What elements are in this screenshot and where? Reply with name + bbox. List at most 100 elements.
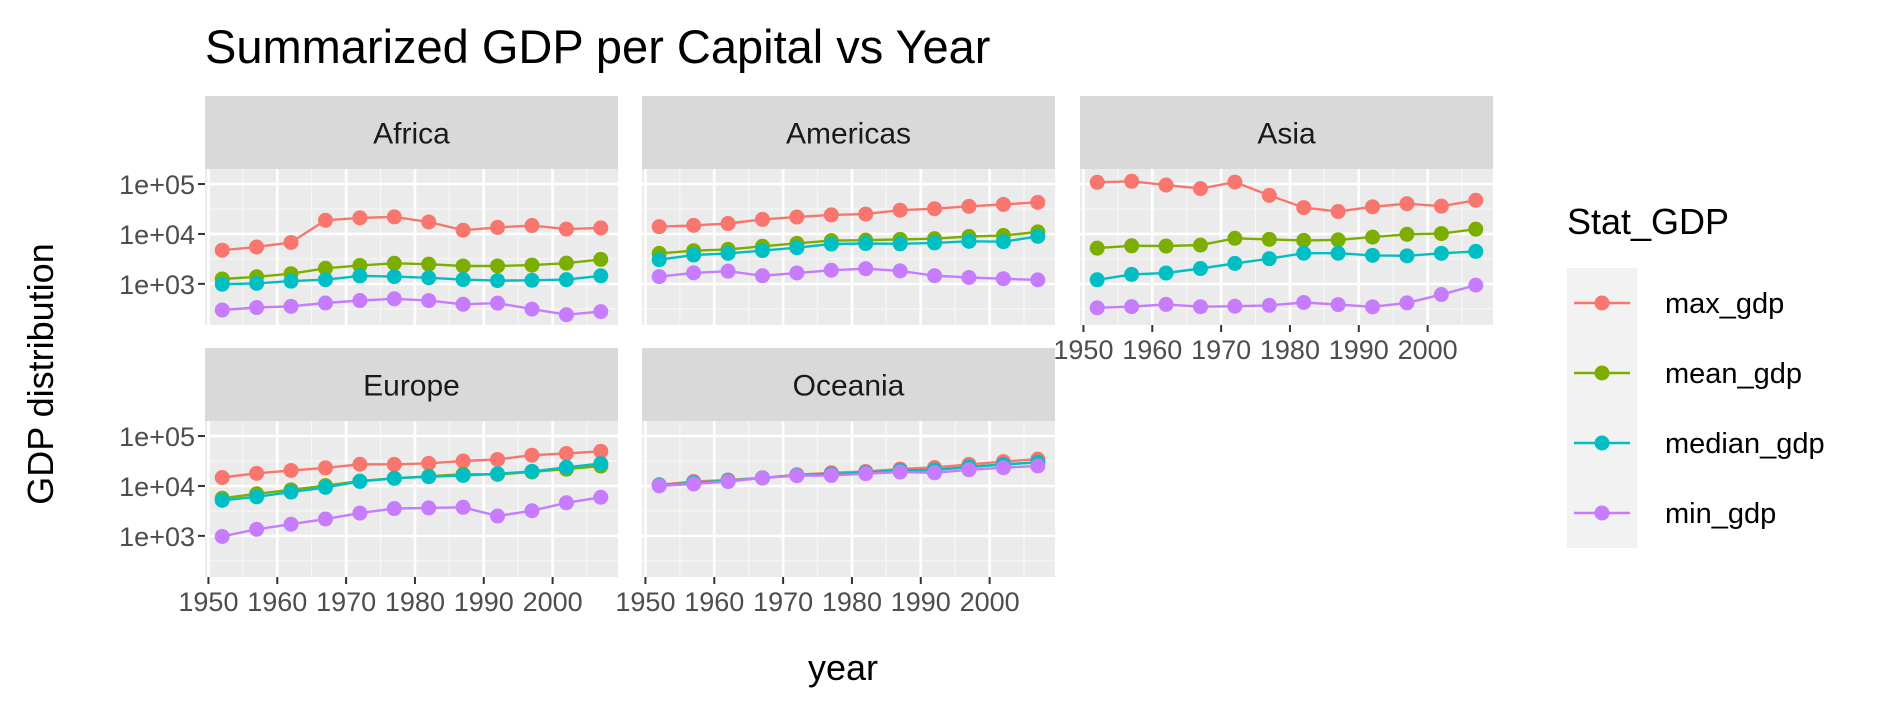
data-point-max-gdp	[214, 470, 230, 486]
x-tick-label: 1960	[247, 587, 307, 617]
data-point-min-gdp	[490, 508, 506, 524]
data-point-max-gdp	[1089, 174, 1105, 190]
data-point-median-gdp	[283, 484, 299, 500]
y-tick-label: 1e+04	[119, 220, 195, 250]
data-point-min-gdp	[249, 521, 265, 537]
data-point-max-gdp	[490, 219, 506, 235]
data-point-median-gdp	[961, 233, 977, 249]
facet-panel-asia: Asia 1950 1960 1970 1980 1990 2000	[1053, 96, 1493, 365]
data-point-max-gdp	[1158, 177, 1174, 193]
facet-strip	[642, 96, 1055, 169]
data-point-min-gdp	[961, 269, 977, 285]
data-point-min-gdp	[283, 298, 299, 314]
data-point-mean-gdp	[1227, 230, 1243, 246]
data-point-median-gdp	[455, 467, 471, 483]
data-point-mean-gdp	[1433, 226, 1449, 242]
data-point-min-gdp	[789, 265, 805, 281]
data-point-min-gdp	[283, 516, 299, 532]
data-point-mean-gdp	[352, 257, 368, 273]
facet-strip	[205, 348, 618, 421]
legend-label: min_gdp	[1665, 498, 1776, 530]
x-tick-label: 1980	[822, 587, 882, 617]
data-point-median-gdp	[1089, 272, 1105, 288]
data-point-min-gdp	[352, 505, 368, 521]
data-point-median-gdp	[317, 272, 333, 288]
facet-strip	[642, 348, 1055, 421]
data-point-min-gdp	[1030, 458, 1046, 474]
legend-key-point	[1594, 505, 1610, 521]
facet-panel-africa: Africa 1e+03 1e+04 1e+05	[119, 96, 618, 325]
data-point-max-gdp	[352, 210, 368, 226]
data-point-min-gdp	[754, 470, 770, 486]
data-point-mean-gdp	[1089, 240, 1105, 256]
data-point-median-gdp	[651, 252, 667, 268]
data-point-median-gdp	[524, 272, 540, 288]
data-point-median-gdp	[352, 268, 368, 284]
data-point-max-gdp	[1296, 200, 1312, 216]
data-point-median-gdp	[386, 269, 402, 285]
data-point-min-gdp	[1365, 299, 1381, 315]
data-point-min-gdp	[686, 476, 702, 492]
data-point-min-gdp	[455, 499, 471, 515]
data-point-min-gdp	[1261, 297, 1277, 313]
data-point-max-gdp	[789, 209, 805, 225]
data-point-min-gdp	[558, 495, 574, 511]
data-point-mean-gdp	[455, 258, 471, 274]
x-tick-label: 1960	[684, 587, 744, 617]
data-point-min-gdp	[524, 503, 540, 519]
data-point-max-gdp	[386, 209, 402, 225]
data-point-min-gdp	[593, 489, 609, 505]
data-point-median-gdp	[386, 470, 402, 486]
legend-key-point	[1594, 295, 1610, 311]
data-point-min-gdp	[1089, 300, 1105, 316]
data-point-max-gdp	[249, 465, 265, 481]
x-tick-label: 1950	[615, 587, 675, 617]
data-point-max-gdp	[720, 216, 736, 232]
data-point-median-gdp	[455, 272, 471, 288]
data-point-max-gdp	[995, 196, 1011, 212]
data-point-min-gdp	[1468, 277, 1484, 293]
data-point-max-gdp	[927, 201, 943, 217]
data-point-median-gdp	[1158, 265, 1174, 281]
data-point-min-gdp	[317, 511, 333, 527]
x-tick-label: 1980	[385, 587, 445, 617]
data-point-min-gdp	[927, 268, 943, 284]
data-point-mean-gdp	[558, 255, 574, 271]
data-point-median-gdp	[1468, 243, 1484, 259]
data-point-median-gdp	[892, 236, 908, 252]
data-point-max-gdp	[651, 219, 667, 235]
legend: Stat_GDP max_gdp mean_gdp median_gdp min_gdp	[1567, 201, 1825, 548]
data-point-min-gdp	[720, 474, 736, 490]
data-point-mean-gdp	[1399, 226, 1415, 242]
data-point-max-gdp	[558, 221, 574, 237]
data-point-min-gdp	[1433, 287, 1449, 303]
panel-background	[642, 169, 1055, 325]
data-point-min-gdp	[490, 295, 506, 311]
x-tick-label: 1970	[316, 587, 376, 617]
data-point-min-gdp	[1124, 299, 1140, 315]
data-point-mean-gdp	[1158, 238, 1174, 254]
y-tick-label: 1e+05	[119, 422, 195, 452]
data-point-max-gdp	[524, 218, 540, 234]
data-point-max-gdp	[421, 214, 437, 230]
data-point-max-gdp	[249, 239, 265, 255]
data-point-mean-gdp	[1192, 237, 1208, 253]
data-point-median-gdp	[317, 479, 333, 495]
data-point-min-gdp	[720, 263, 736, 279]
data-point-max-gdp	[1365, 199, 1381, 215]
data-point-mean-gdp	[1365, 229, 1381, 245]
data-point-max-gdp	[858, 206, 874, 222]
legend-item-median-gdp: median_gdp	[1567, 408, 1825, 478]
legend-item-min-gdp: min_gdp	[1567, 478, 1776, 548]
data-point-median-gdp	[283, 273, 299, 289]
data-point-min-gdp	[558, 307, 574, 323]
facet-strip-label: Europe	[363, 370, 460, 403]
data-point-max-gdp	[754, 211, 770, 227]
data-point-median-gdp	[490, 273, 506, 289]
data-point-max-gdp	[283, 462, 299, 478]
facet-strip	[205, 96, 618, 169]
data-point-median-gdp	[927, 235, 943, 251]
data-point-max-gdp	[961, 198, 977, 214]
data-point-max-gdp	[1330, 204, 1346, 220]
facet-strip-label: Americas	[786, 118, 911, 151]
